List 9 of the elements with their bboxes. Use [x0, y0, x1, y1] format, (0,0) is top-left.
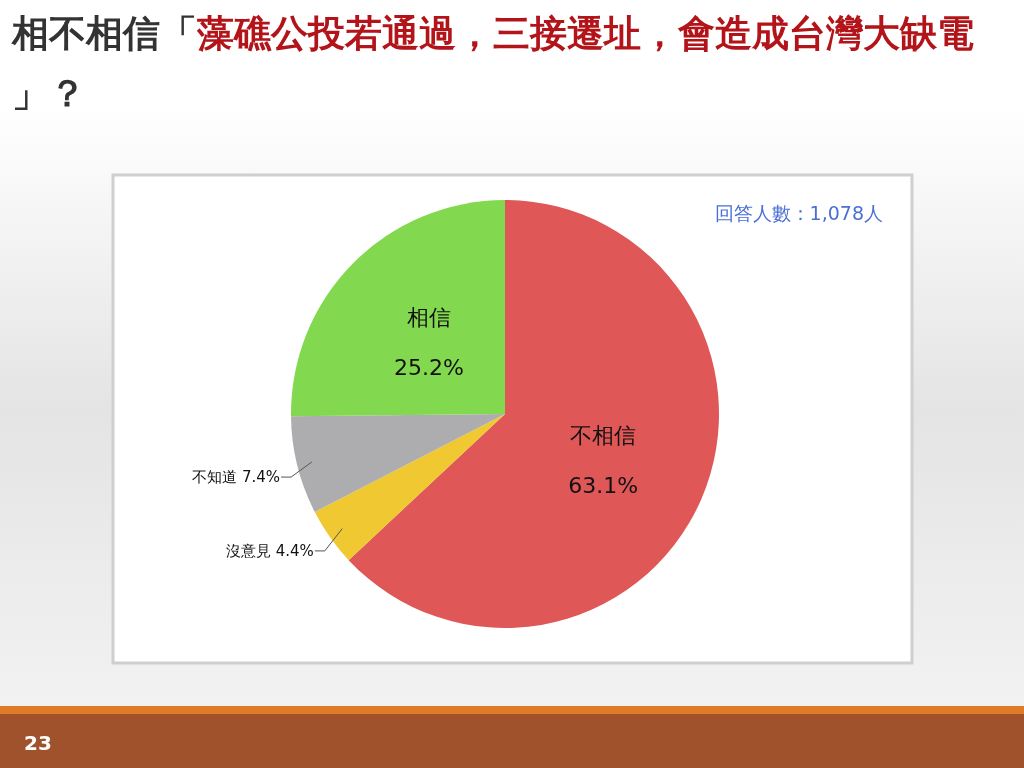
data-label: 25.2%: [393, 354, 464, 380]
slice-label: 相信: [406, 304, 451, 330]
slice-label: 不知道 7.4%: [192, 468, 281, 487]
data-label: 63.1%: [568, 472, 639, 498]
text: 23: [24, 731, 52, 755]
title: 相不相信「藻礁公投若通過，三接遷址，會造成台灣大缺電」？: [12, 12, 974, 115]
text: 回答人數：1,078人: [714, 202, 883, 224]
slice-label: 不相信: [570, 422, 637, 448]
slice-label: 沒意見 4.4%: [225, 541, 314, 560]
